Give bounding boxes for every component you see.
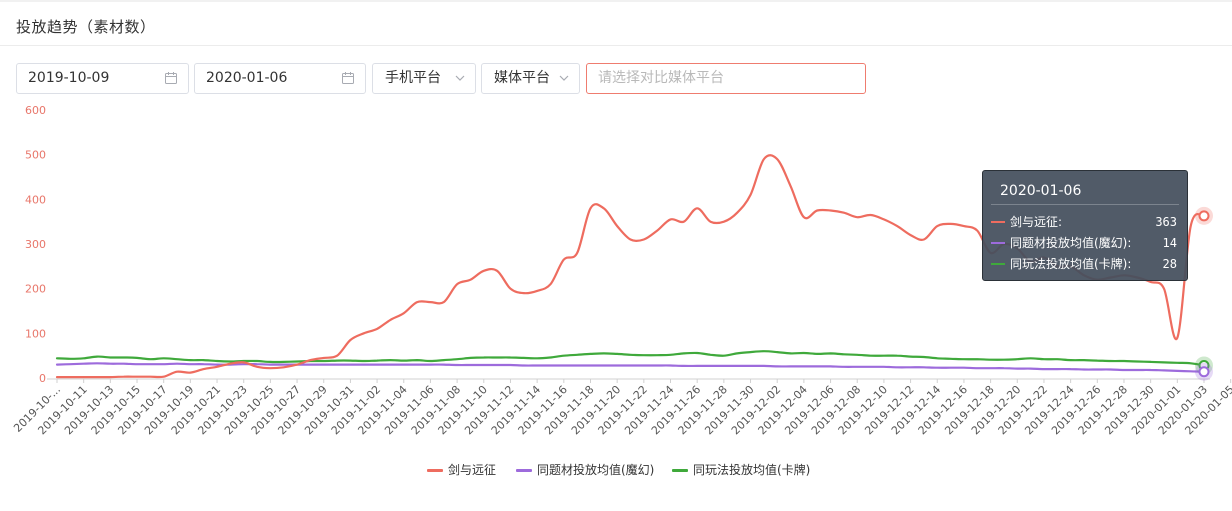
tooltip-row-name: 同玩法投放均值(卡牌): [1010,257,1132,271]
y-tick-label: 600 [25,104,46,117]
chart-legend: 剑与远征 同题材投放均值(魔幻) 同玩法投放均值(卡牌) [0,460,1232,480]
tooltip-row-name: 剑与远征: [1010,215,1063,229]
media-select-value: 媒体平台 [494,70,550,86]
end-date-picker[interactable]: 2020-01-06 [194,63,366,94]
y-axis: 0 100 200 300 400 500 600 [25,104,46,385]
header-divider [0,45,1232,46]
end-marker-point[interactable] [1198,366,1210,378]
compare-media-placeholder: 请选择对比媒体平台 [598,70,724,86]
tooltip-row-value: 28 [1162,257,1177,271]
tooltip-row-value: 363 [1155,215,1177,229]
platform-select[interactable]: 手机平台 [372,63,476,94]
series-b-swatch [991,242,1005,244]
y-tick-label: 500 [25,149,46,162]
series-c-swatch [991,263,1005,265]
y-tick-label: 200 [25,283,46,296]
end-date-value: 2020-01-06 [206,70,288,86]
tooltip-row-series-a: 剑与远征: 363 [991,214,1179,230]
tooltip-row-name: 同题材投放均值(魔幻): [1010,236,1132,250]
media-select[interactable]: 媒体平台 [481,63,580,94]
tooltip-row-series-b: 同题材投放均值(魔幻): 14 [991,235,1179,251]
trend-line-chart: 0 100 200 300 400 500 600 2019-10-...2019-10-1… [11,104,1232,437]
calendar-icon [165,72,177,84]
chevron-down-icon [559,75,569,81]
y-tick-label: 300 [25,238,46,251]
y-tick-label: 0 [39,372,46,385]
start-date-value: 2019-10-09 [28,70,110,86]
tooltip-date: 2020-01-06 [1000,183,1082,199]
legend-label: 剑与远征 [448,463,497,477]
end-markers [1195,206,1213,381]
top-divider [0,0,1232,2]
tooltip-divider [991,204,1179,205]
tooltip-row-series-c: 同玩法投放均值(卡牌): 28 [991,256,1179,272]
y-tick-label: 400 [25,193,46,206]
compare-media-input[interactable]: 请选择对比媒体平台 [586,63,866,94]
chevron-down-icon [455,75,465,81]
platform-select-value: 手机平台 [385,70,441,86]
legend-label: 同玩法投放均值(卡牌) [693,463,811,477]
tooltip-row-value: 14 [1162,236,1177,250]
legend-swatch [516,469,532,472]
end-marker-point[interactable] [1198,210,1210,222]
legend-label: 同题材投放均值(魔幻) [537,463,655,477]
series-line-c [55,350,1206,367]
page-title: 投放趋势（素材数） [16,18,156,36]
x-axis: 2019-10-...2019-10-112019-10-132019-10-1… [11,379,1232,437]
start-date-picker[interactable]: 2019-10-09 [16,63,189,94]
y-tick-label: 100 [25,327,46,340]
chart-tooltip: 2020-01-06 剑与远征: 363 同题材投放均值(魔幻): 14 同玩法… [982,170,1188,281]
legend-swatch [672,469,688,472]
calendar-icon [342,72,354,84]
legend-swatch [427,469,443,472]
series-a-swatch [991,221,1005,223]
